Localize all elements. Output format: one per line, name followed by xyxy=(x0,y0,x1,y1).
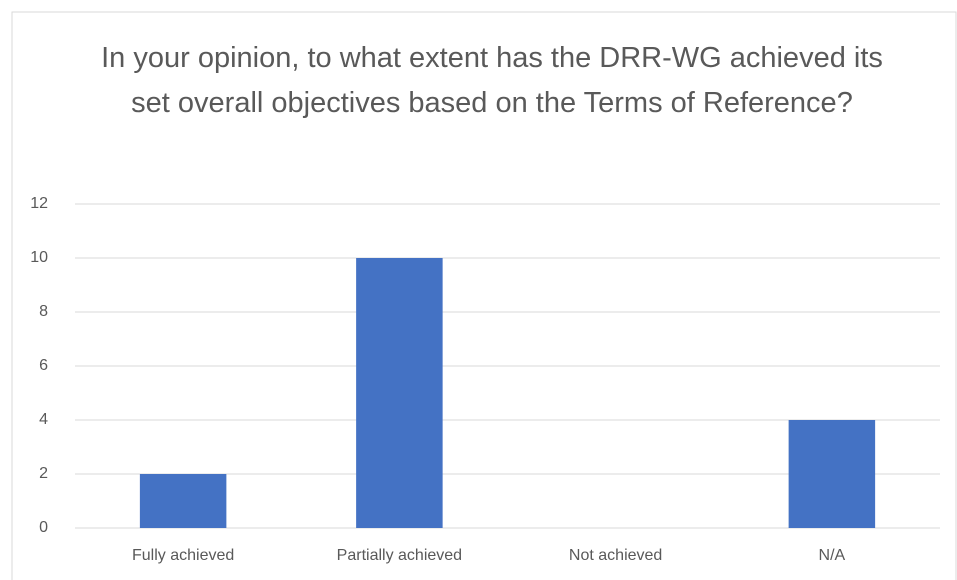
y-tick-label: 10 xyxy=(30,249,48,266)
chart-border xyxy=(11,11,957,580)
bar xyxy=(356,258,443,528)
x-tick-label: Fully achieved xyxy=(132,547,234,564)
y-tick-label: 0 xyxy=(39,519,48,536)
chart-title: In your opinion, to what extent has the … xyxy=(101,42,883,119)
y-tick-label: 8 xyxy=(39,303,48,320)
y-tick-label: 4 xyxy=(39,411,48,428)
bar xyxy=(788,420,876,528)
x-tick-label: N/A xyxy=(819,547,846,564)
y-tick-label: 2 xyxy=(39,465,48,482)
x-tick-label: Not achieved xyxy=(569,547,662,564)
y-tick-label: 12 xyxy=(30,195,48,212)
x-tick-label: Partially achieved xyxy=(337,547,462,564)
y-tick-label: 6 xyxy=(39,357,48,374)
bar xyxy=(139,474,227,528)
